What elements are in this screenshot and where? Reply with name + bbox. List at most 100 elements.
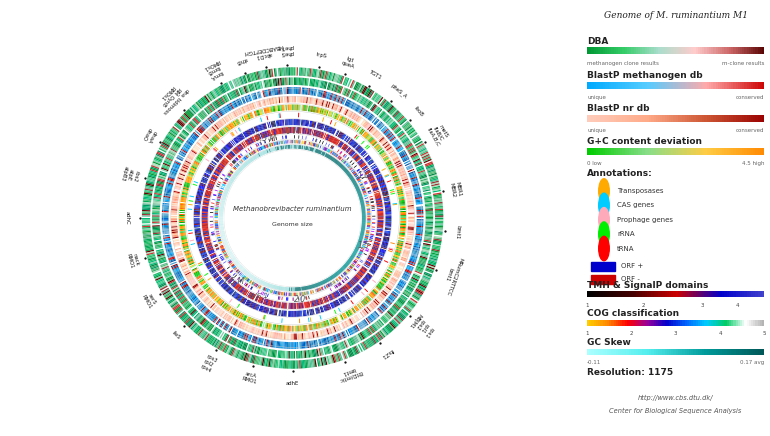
Wedge shape: [373, 246, 379, 249]
Wedge shape: [365, 329, 370, 336]
Wedge shape: [257, 153, 259, 157]
Wedge shape: [376, 121, 381, 127]
Wedge shape: [243, 275, 245, 278]
Wedge shape: [236, 136, 240, 142]
Bar: [609, 47, 611, 54]
Wedge shape: [361, 280, 366, 285]
Wedge shape: [408, 208, 414, 210]
Wedge shape: [353, 181, 356, 184]
Bar: [589, 349, 591, 355]
Wedge shape: [238, 162, 240, 165]
Wedge shape: [214, 113, 219, 119]
Wedge shape: [188, 230, 192, 231]
Wedge shape: [345, 284, 350, 290]
Wedge shape: [417, 206, 423, 208]
Wedge shape: [386, 214, 391, 215]
Wedge shape: [195, 200, 201, 202]
Wedge shape: [341, 287, 346, 293]
Wedge shape: [320, 70, 323, 78]
Wedge shape: [193, 299, 199, 304]
Wedge shape: [425, 231, 433, 233]
Wedge shape: [376, 234, 382, 236]
Wedge shape: [202, 220, 208, 221]
Wedge shape: [320, 146, 322, 149]
Wedge shape: [233, 176, 236, 178]
Wedge shape: [224, 304, 229, 309]
Wedge shape: [390, 137, 397, 143]
Wedge shape: [265, 145, 267, 148]
Wedge shape: [241, 159, 243, 162]
Wedge shape: [323, 306, 326, 311]
Bar: [700, 349, 702, 355]
Wedge shape: [185, 160, 191, 164]
Wedge shape: [221, 202, 225, 204]
Wedge shape: [336, 272, 339, 275]
Wedge shape: [286, 96, 287, 102]
Wedge shape: [219, 189, 223, 191]
Wedge shape: [359, 149, 364, 154]
Wedge shape: [358, 107, 363, 113]
Wedge shape: [361, 228, 365, 230]
Wedge shape: [204, 273, 209, 276]
Wedge shape: [314, 143, 316, 147]
Wedge shape: [221, 233, 225, 235]
Wedge shape: [351, 263, 354, 266]
Wedge shape: [233, 257, 236, 260]
Bar: [629, 148, 631, 155]
Wedge shape: [282, 146, 283, 150]
Wedge shape: [195, 232, 201, 234]
Wedge shape: [333, 112, 335, 118]
Wedge shape: [387, 270, 392, 273]
Wedge shape: [355, 248, 359, 250]
Wedge shape: [255, 126, 258, 132]
Wedge shape: [250, 345, 254, 352]
Wedge shape: [196, 237, 202, 239]
Wedge shape: [175, 187, 181, 189]
Wedge shape: [184, 250, 190, 253]
Wedge shape: [316, 289, 318, 292]
Wedge shape: [246, 291, 249, 296]
Wedge shape: [357, 245, 360, 247]
Wedge shape: [239, 143, 244, 149]
Wedge shape: [239, 313, 243, 319]
Wedge shape: [373, 187, 378, 190]
Wedge shape: [318, 90, 320, 97]
Wedge shape: [204, 173, 210, 176]
Wedge shape: [289, 287, 290, 291]
Wedge shape: [357, 192, 361, 194]
Bar: [729, 47, 731, 54]
Wedge shape: [410, 175, 417, 179]
Wedge shape: [251, 327, 254, 333]
Wedge shape: [286, 351, 288, 358]
Wedge shape: [263, 287, 264, 290]
Wedge shape: [360, 85, 365, 93]
Wedge shape: [330, 103, 333, 109]
Wedge shape: [416, 201, 423, 202]
Wedge shape: [251, 73, 255, 81]
Wedge shape: [304, 120, 306, 126]
Wedge shape: [273, 359, 275, 368]
Wedge shape: [205, 145, 210, 149]
Wedge shape: [380, 280, 386, 284]
Wedge shape: [205, 310, 210, 316]
Wedge shape: [302, 140, 303, 144]
Wedge shape: [416, 234, 423, 235]
Wedge shape: [227, 175, 230, 177]
Wedge shape: [315, 349, 318, 357]
Wedge shape: [352, 262, 355, 265]
Wedge shape: [413, 245, 420, 247]
Bar: [689, 115, 691, 122]
Wedge shape: [229, 180, 233, 182]
Wedge shape: [392, 139, 398, 144]
Wedge shape: [196, 239, 203, 242]
Wedge shape: [178, 295, 185, 301]
Wedge shape: [215, 221, 218, 222]
Wedge shape: [333, 153, 336, 156]
Wedge shape: [298, 293, 299, 296]
Bar: [594, 291, 596, 297]
Bar: [604, 291, 607, 297]
Wedge shape: [364, 298, 369, 303]
Wedge shape: [207, 93, 213, 101]
Wedge shape: [296, 87, 297, 94]
Wedge shape: [290, 351, 291, 358]
